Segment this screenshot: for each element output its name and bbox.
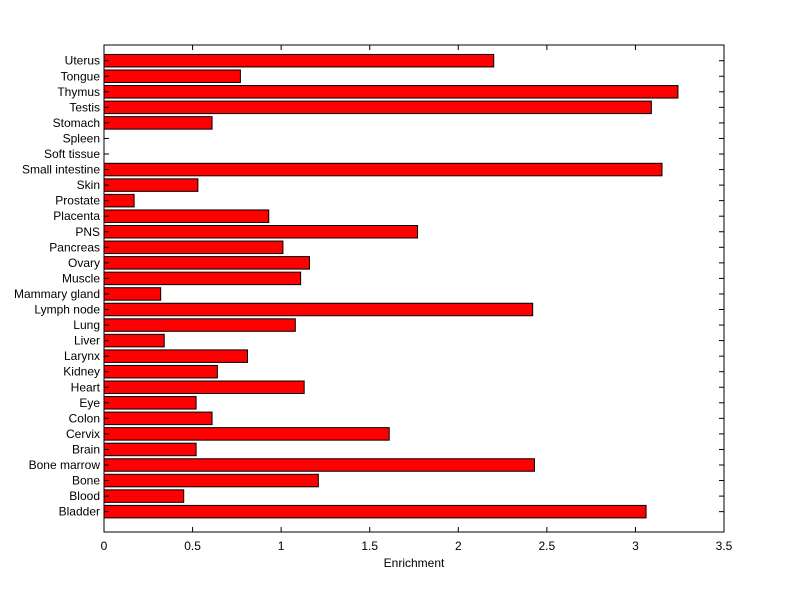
bar-kidney bbox=[103, 364, 218, 379]
y-tick-label: Placenta bbox=[53, 209, 100, 223]
bar-pns bbox=[103, 225, 419, 239]
bar-larynx bbox=[103, 349, 248, 363]
bar-ovary bbox=[103, 256, 310, 270]
bar-thymus bbox=[103, 85, 679, 99]
plot-frame bbox=[103, 44, 725, 533]
y-tick-label: Bone marrow bbox=[29, 458, 101, 472]
x-tick-label: 0.5 bbox=[184, 539, 201, 553]
y-tick-label: Brain bbox=[72, 442, 100, 456]
bar-lung bbox=[103, 318, 296, 332]
bar-colon bbox=[103, 411, 213, 426]
y-tick-label: Pancreas bbox=[49, 240, 100, 254]
x-tick-label: 3.5 bbox=[716, 539, 733, 553]
x-tick-label: 2.5 bbox=[539, 539, 556, 553]
y-tick-label: Bladder bbox=[59, 505, 100, 519]
bar-lymph-node bbox=[103, 302, 534, 317]
x-tick-label: 2 bbox=[455, 539, 462, 553]
x-tick-label: 1 bbox=[278, 539, 285, 553]
y-tick-label: PNS bbox=[75, 225, 100, 239]
bar-eye bbox=[103, 396, 197, 410]
y-tick-label: Spleen bbox=[63, 131, 100, 145]
bar-muscle bbox=[103, 271, 302, 286]
bar-liver bbox=[103, 333, 165, 348]
y-tick-label: Prostate bbox=[55, 194, 100, 208]
y-tick-label: Blood bbox=[69, 489, 100, 503]
y-tick-label: Skin bbox=[77, 178, 100, 192]
bar-cervix bbox=[103, 427, 390, 441]
bar-pancreas bbox=[103, 240, 284, 255]
x-tick-label: 0 bbox=[101, 539, 108, 553]
bar-bone bbox=[103, 473, 319, 488]
x-tick-label: 3 bbox=[632, 539, 639, 553]
y-tick-label: Soft tissue bbox=[44, 147, 100, 161]
y-tick-label: Tongue bbox=[61, 69, 101, 83]
y-tick-label: Lymph node bbox=[34, 303, 100, 317]
bar-skin bbox=[103, 178, 199, 192]
bar-stomach bbox=[103, 116, 213, 130]
bar-blood bbox=[103, 489, 185, 503]
y-tick-label: Liver bbox=[74, 334, 100, 348]
y-tick-label: Stomach bbox=[53, 116, 100, 130]
bar-placenta bbox=[103, 209, 270, 223]
bar-brain bbox=[103, 442, 197, 457]
x-axis-label: Enrichment bbox=[384, 556, 445, 570]
bar-bladder bbox=[103, 504, 647, 519]
bar-small-intestine bbox=[103, 162, 663, 177]
y-tick-label: Bone bbox=[72, 474, 100, 488]
y-tick-label: Eye bbox=[79, 396, 100, 410]
y-tick-label: Uterus bbox=[65, 54, 100, 68]
bar-uterus bbox=[103, 53, 495, 68]
bar-heart bbox=[103, 380, 305, 394]
y-tick-label: Lung bbox=[73, 318, 100, 332]
y-tick-label: Heart bbox=[71, 380, 101, 394]
bar-mammary-gland bbox=[103, 287, 162, 301]
y-tick-label: Mammary gland bbox=[14, 287, 100, 301]
x-tick-label: 1.5 bbox=[361, 539, 378, 553]
bar-testis bbox=[103, 100, 652, 115]
y-tick-label: Colon bbox=[69, 411, 100, 425]
y-tick-label: Larynx bbox=[64, 349, 100, 363]
y-tick-label: Muscle bbox=[62, 271, 100, 285]
y-tick-label: Ovary bbox=[68, 256, 100, 270]
y-tick-label: Kidney bbox=[63, 365, 100, 379]
y-tick-label: Testis bbox=[69, 100, 100, 114]
bar-tongue bbox=[103, 69, 241, 83]
y-tick-label: Small intestine bbox=[22, 163, 100, 177]
y-tick-label: Thymus bbox=[57, 85, 100, 99]
y-tick-label: Cervix bbox=[66, 427, 100, 441]
bar-bone-marrow bbox=[103, 458, 535, 472]
